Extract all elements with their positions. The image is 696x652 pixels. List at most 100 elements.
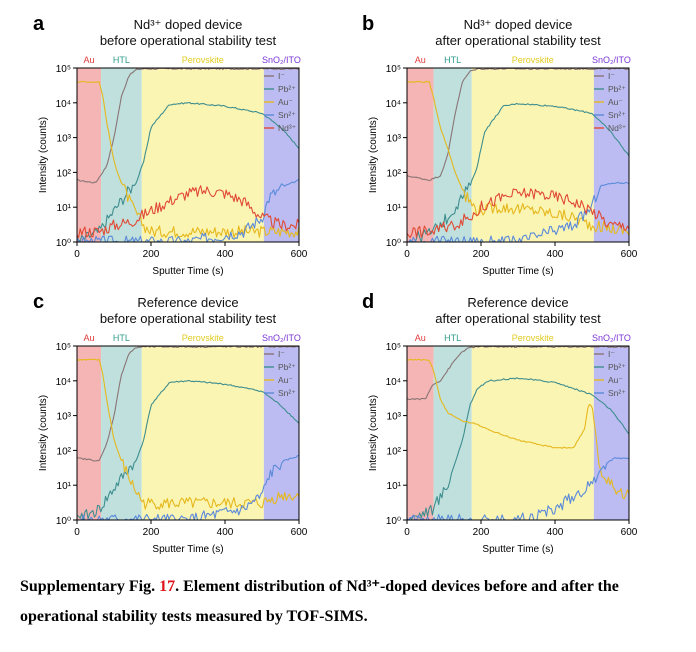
series-line [406,67,630,182]
legend-label: Au⁻ [278,375,293,385]
region-band [471,346,594,520]
legend-label: Au⁻ [608,375,623,385]
region-label: Perovskite [182,55,224,65]
x-tick-label: 600 [291,249,308,260]
region-band [471,68,594,242]
region-label: SnO₂/ITO [262,55,301,65]
region-label: Au [84,333,95,343]
region-band [433,346,472,520]
legend-label: Sn²⁺ [278,110,296,120]
x-tick-label: 200 [473,249,490,260]
chart-title: Nd³⁺ doped device [134,17,243,32]
legend-label: I⁻ [608,71,615,81]
figure-caption: Supplementary Fig. 17. Element distribut… [20,572,684,632]
caption-prefix: Supplementary Fig. [20,578,160,595]
y-tick-label: 10² [57,446,72,457]
y-tick-label: 10² [387,168,402,179]
panel-label: b [362,13,374,35]
region-label: HTL [113,55,130,65]
y-tick-label: 10⁴ [386,377,401,388]
x-tick-label: 0 [74,527,80,538]
legend-label: Au⁻ [278,97,293,107]
region-band [263,346,299,520]
y-tick-label: 10⁵ [56,64,71,75]
x-tick-label: 0 [74,249,80,260]
legend-label: Au⁻ [608,97,623,107]
region-label: SnO₂/ITO [592,333,631,343]
y-tick-label: 10¹ [57,203,72,214]
legend-label: Pb²⁺ [608,362,626,372]
x-tick-label: 400 [547,527,564,538]
x-tick-label: 200 [143,527,160,538]
region-label: Au [84,55,95,65]
x-tick-label: 200 [143,249,160,260]
series-line [76,358,300,510]
region-label: Perovskite [512,55,554,65]
x-axis-label: Sputter Time (s) [152,266,223,277]
x-tick-label: 0 [404,249,410,260]
region-label: HTL [113,333,130,343]
y-tick-label: 10² [387,446,402,457]
y-tick-label: 10³ [387,412,402,423]
region-label: Perovskite [182,333,224,343]
x-tick-label: 400 [217,527,234,538]
y-tick-label: 10⁰ [56,516,71,527]
region-band [141,346,264,520]
series-line [76,80,300,239]
legend-label: I⁻ [278,349,285,359]
y-tick-label: 10¹ [387,203,402,214]
region-label: Perovskite [512,333,554,343]
legend-label: Nd³⁺ [278,123,297,133]
region-band [407,346,434,520]
series-line [76,185,300,239]
region-label: HTL [444,55,461,65]
plot-frame [406,67,630,243]
x-tick-label: 400 [547,249,564,260]
region-label: SnO₂/ITO [592,55,631,65]
x-axis-label: Sputter Time (s) [482,266,553,277]
legend-label: Pb²⁺ [278,362,296,372]
legend-label: Pb²⁺ [608,84,626,94]
legend-label: Sn²⁺ [608,388,626,398]
chart-subtitle: after operational stability test [435,311,601,326]
region-band [593,346,629,520]
region-band [77,68,102,242]
chart-title: Reference device [467,295,568,310]
x-tick-label: 600 [621,249,638,260]
y-tick-label: 10⁰ [386,516,401,527]
series-line [407,377,630,521]
y-axis-label: Intensity (counts) [38,395,49,471]
caption-text: . Element distribution of Nd³⁺-doped dev… [20,578,619,625]
series-line [406,187,630,239]
chart-subtitle: before operational stability test [100,33,277,48]
x-axis-label: Sputter Time (s) [482,544,553,555]
series-line [76,101,300,242]
y-tick-label: 10⁵ [386,64,401,75]
y-tick-label: 10³ [387,134,402,145]
y-tick-label: 10⁴ [56,99,71,110]
region-label: HTL [444,333,461,343]
legend-label: I⁻ [278,71,285,81]
chart-title: Reference device [137,295,238,310]
y-tick-label: 10¹ [57,481,72,492]
legend-label: I⁻ [608,349,615,359]
series-line [406,358,630,500]
y-tick-label: 10⁴ [56,377,71,388]
legend-label: Sn²⁺ [608,110,626,120]
chart-subtitle: before operational stability test [100,311,277,326]
series-line [406,80,630,236]
y-axis-label: Intensity (counts) [38,117,49,193]
panel-label: a [33,13,45,35]
y-tick-label: 10¹ [387,481,402,492]
region-label: Au [415,55,426,65]
x-tick-label: 0 [404,527,410,538]
series-line [76,379,300,521]
legend-label: Pb²⁺ [278,84,296,94]
x-tick-label: 600 [621,527,638,538]
x-tick-label: 400 [217,249,234,260]
chart-subtitle: after operational stability test [435,33,601,48]
y-tick-label: 10⁵ [56,342,71,353]
